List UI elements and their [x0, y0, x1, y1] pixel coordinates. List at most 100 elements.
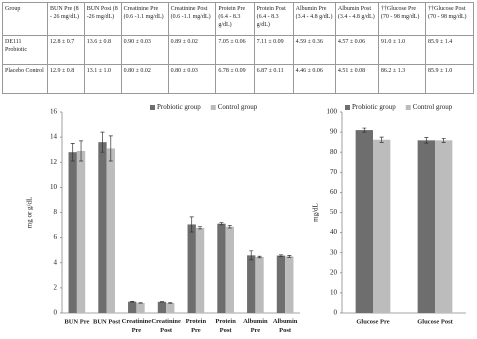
table-cell: 4.46 ± 0.06	[292, 64, 336, 94]
error-bar	[362, 127, 367, 133]
legend-swatch	[405, 105, 411, 110]
bar	[247, 255, 256, 313]
bar	[98, 142, 107, 313]
data-table: Group BUN Pre (8 - 26 mg/dL) BUN Post (8 -…	[2, 2, 474, 94]
table-cell: 12.9 ± 0.8	[47, 64, 85, 94]
legend-label: Probiotic group	[352, 103, 396, 111]
legend-swatch	[345, 105, 350, 110]
y-tick-label: 2	[54, 283, 58, 291]
y-tick-label: 14	[50, 133, 58, 141]
x-tick-label: Creatinine Post	[151, 318, 181, 334]
table-cell: 0.89 ± 0.02	[167, 35, 217, 65]
y-tick-label: 90	[330, 128, 338, 136]
y-tick-label: 70	[330, 168, 338, 176]
table-cell: 91.0 ± 1.0	[377, 35, 427, 65]
error-bar	[130, 300, 135, 303]
x-tick-label: Albumin Post	[273, 318, 298, 334]
table-cell: 85.9 ± 1.0	[425, 64, 474, 94]
y-tick-label: 80	[330, 148, 338, 156]
bar	[187, 224, 196, 313]
x-tick-label: Albumin Pre	[243, 318, 268, 334]
error-bar	[424, 137, 429, 144]
bar	[128, 301, 137, 313]
error-bar	[249, 250, 254, 261]
y-tick-label: 16	[50, 108, 58, 116]
table-cell: ††Glucose Pre (70 - 98 mg/dL)	[377, 2, 427, 36]
error-bar	[168, 302, 173, 304]
y-tick-label: 0	[54, 309, 58, 317]
y-axis-label: mg/dL	[312, 203, 320, 222]
error-bar	[287, 254, 292, 258]
legend-swatch	[150, 105, 155, 110]
bar	[166, 302, 175, 313]
table-cell: Creatinine Pre (0.6 -1.1 mg/dL)	[120, 2, 169, 36]
table-cell: Albumin Pre (3.4 - 4.8 g/dL)	[292, 2, 336, 36]
y-tick-label: 10	[330, 289, 338, 297]
error-bar	[219, 222, 224, 226]
table-cell: Protein Pre (6.4 - 8.3 g/dL)	[215, 2, 255, 36]
y-tick-label: 50	[330, 208, 338, 216]
bar	[255, 256, 264, 313]
bar	[195, 227, 205, 313]
y-tick-label: 10	[50, 183, 58, 191]
y-tick-label: 100	[327, 108, 338, 116]
bar	[435, 140, 453, 313]
table-cell: ††Glucose Post (70 - 98 mg/dL)	[425, 2, 474, 36]
x-tick-label: Creatinine Pre	[122, 318, 152, 334]
table-cell: 0.80 ± 0.03	[167, 64, 217, 94]
legend-label: Control group	[413, 103, 453, 111]
bar	[355, 130, 373, 313]
error-bar	[379, 136, 384, 143]
y-tick-label: 8	[54, 208, 58, 216]
table-cell: 6.87 ± 0.11	[253, 64, 294, 94]
error-bar	[278, 254, 283, 257]
bar	[417, 140, 435, 313]
bar	[68, 152, 77, 313]
table-row: Group BUN Pre (8 - 26 mg/dL) BUN Post (8 -…	[2, 2, 474, 36]
x-tick-label: BUN Post	[93, 318, 121, 325]
error-bar	[159, 301, 164, 303]
x-tick-label: Protein Post	[215, 318, 236, 334]
y-tick-label: 0	[334, 309, 338, 317]
table-cell: Placebo Control	[2, 64, 48, 94]
x-tick-label: Glucose Pre	[356, 318, 389, 325]
legend-label: Probiotic group	[157, 103, 201, 111]
bar	[276, 255, 286, 313]
error-bar	[257, 255, 262, 259]
y-tick-label: 30	[330, 248, 338, 256]
y-tick-label: 60	[330, 188, 338, 196]
table-cell: Group	[2, 2, 48, 36]
error-bar	[108, 135, 113, 162]
x-tick-label: Protein Pre	[186, 318, 207, 334]
bar	[217, 223, 226, 313]
error-bar	[198, 226, 203, 230]
error-bar	[79, 140, 84, 162]
bar	[136, 302, 145, 313]
table-cell: 13.1 ± 1.0	[83, 64, 122, 94]
error-bar	[189, 216, 194, 233]
table-cell: 0.90 ± 0.03	[120, 35, 169, 65]
bar	[373, 139, 391, 313]
error-bar	[70, 143, 75, 162]
y-tick-label: 6	[54, 233, 58, 241]
error-bar	[227, 224, 232, 229]
x-tick-label: BUN Pre	[64, 318, 89, 325]
bar	[76, 150, 86, 313]
y-tick-label: 12	[50, 158, 58, 166]
error-bar	[100, 131, 105, 153]
bar	[285, 256, 294, 313]
y-tick-label: 4	[54, 258, 58, 266]
y-tick-label: 40	[330, 228, 338, 236]
bar	[106, 148, 115, 313]
bar	[225, 226, 234, 313]
table-cell: Creatinine Post (0.6 -1.1 mg/dL)	[167, 2, 217, 36]
legend-swatch	[210, 105, 216, 110]
table-cell: 4.51 ± 0.08	[334, 64, 379, 94]
error-bar	[441, 137, 446, 143]
y-axis-label: mg or g/dL	[26, 197, 34, 229]
error-bar	[138, 302, 143, 304]
table-cell: 6.78 ± 0.09	[215, 64, 255, 94]
bar	[157, 301, 167, 313]
